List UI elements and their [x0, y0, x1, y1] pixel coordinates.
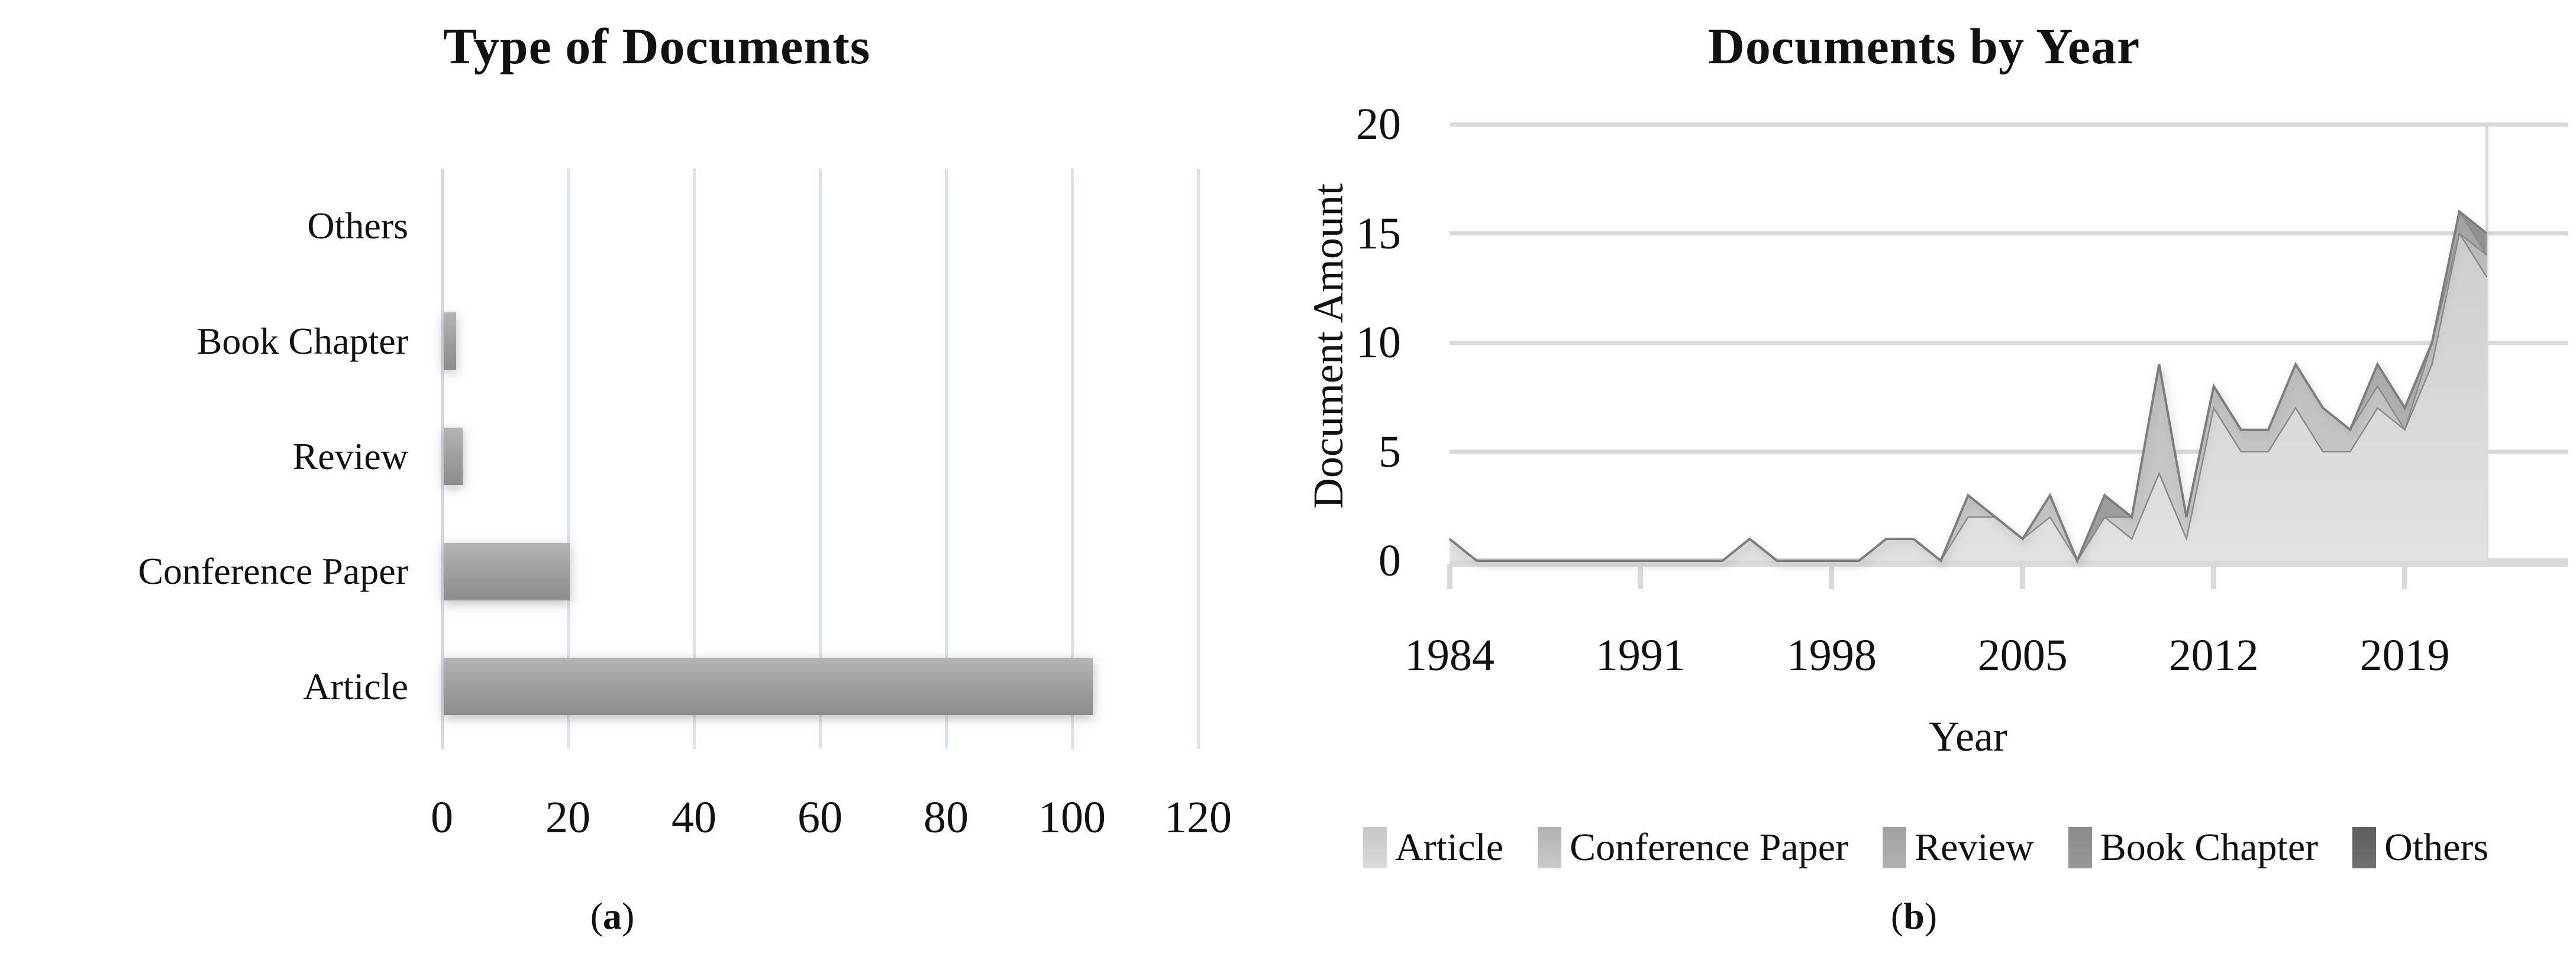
chart-b-x-axis-title: Year: [1929, 713, 2007, 760]
chart-a-x-tick-label: 120: [1164, 793, 1232, 842]
chart-a-title: Type of Documents: [443, 18, 871, 75]
chart-b-x-tick: [1829, 564, 1835, 589]
legend-item-article: Article: [1363, 825, 1503, 870]
chart-a-value-axis: [440, 169, 444, 749]
chart-b-area-series: [1448, 209, 2488, 564]
chart-b-x-tick: [2211, 564, 2217, 589]
chart-b-x-tick-label: 2005: [1977, 631, 2068, 680]
caption-a-close: ): [622, 895, 635, 937]
bar-conference-paper: [444, 542, 570, 600]
chart-b-x-tick-label: 1991: [1595, 631, 1686, 680]
chart-b-y-tick-label: 0: [1379, 536, 1401, 586]
chart-b-x-tick: [2020, 564, 2026, 589]
chart-a-x-tick-label: 100: [1038, 793, 1106, 842]
legend-item-conference-paper: Conference Paper: [1538, 825, 1848, 870]
chart-b-x-tick: [2402, 564, 2408, 589]
chart-a-category-label: Conference Paper: [138, 550, 408, 593]
legend-label: Others: [2384, 826, 2489, 869]
chart-b-x-tick-label: 1984: [1405, 631, 1494, 680]
legend-swatch-icon: [1363, 827, 1387, 868]
gridline: [1450, 122, 2568, 127]
chart-b-x-tick-label: 1998: [1786, 631, 1877, 680]
chart-a-category-label: Book Chapter: [196, 319, 408, 362]
gridline: [1450, 340, 2568, 345]
caption-b-open: (: [1890, 895, 1904, 937]
legend-item-others: Others: [2352, 825, 2488, 870]
caption-b: (b): [1272, 894, 2556, 954]
chart-a-x-tick-label: 60: [798, 793, 842, 842]
gridline: [1196, 169, 1200, 749]
legend-item-review: Review: [1883, 825, 2034, 870]
gridline: [1450, 450, 2568, 454]
legend-item-book-chapter: Book Chapter: [2068, 825, 2318, 870]
chart-b-y-tick-label: 10: [1356, 318, 1401, 367]
caption-a-open: (: [590, 895, 603, 937]
legend-swatch-icon: [1538, 827, 1562, 868]
chart-b-y-tick-label: 15: [1356, 208, 1401, 258]
legend-label: Review: [1915, 826, 2034, 869]
legend-swatch-icon: [2068, 827, 2092, 868]
gridline: [1070, 169, 1074, 749]
gridline: [566, 169, 570, 749]
legend-label: Book Chapter: [2100, 826, 2319, 869]
chart-b-y-tick-label: 20: [1356, 99, 1401, 149]
chart-b-plot-border: [2485, 124, 2488, 567]
area-outline-others: [1448, 209, 2488, 564]
caption-a: (a): [0, 894, 1225, 954]
chart-b-title: Documents by Year: [1707, 18, 2141, 75]
legend-label: Conference Paper: [1570, 826, 1849, 869]
bar-book-chapter: [444, 312, 457, 370]
caption-b-close: ): [1924, 895, 1938, 937]
caption-a-letter: a: [603, 895, 622, 937]
chart-b-x-tick-label: 2012: [2168, 631, 2259, 680]
gridline: [692, 169, 696, 749]
legend-swatch-icon: [2352, 827, 2377, 868]
chart-b-x-tick: [1638, 564, 1644, 589]
chart-a-x-tick-label: 80: [924, 793, 969, 842]
chart-a-x-tick-label: 0: [431, 793, 453, 842]
legend-swatch-icon: [1883, 827, 1907, 868]
chart-b-x-tick-label: 2019: [2359, 631, 2450, 680]
chart-b-y-tick-label: 5: [1379, 426, 1401, 477]
chart-b-x-tick: [1447, 564, 1452, 589]
chart-b-legend: Article Conference Paper Review Book Chapte…: [1278, 821, 2574, 874]
chart-a-x-tick-label: 20: [545, 793, 590, 842]
chart-a-x-tick-label: 40: [672, 793, 716, 842]
chart-a-category-label: Article: [303, 665, 408, 707]
chart-a-category-label: Others: [307, 205, 408, 247]
gridline: [818, 169, 822, 749]
chart-a-category-label: Review: [292, 435, 409, 477]
bar-review: [444, 428, 463, 485]
area-article: [1450, 233, 2487, 561]
bar-article: [444, 658, 1093, 716]
caption-b-letter: b: [1903, 895, 1925, 937]
legend-label: Article: [1394, 826, 1504, 869]
gridline: [944, 169, 948, 749]
gridline: [1450, 231, 2568, 235]
